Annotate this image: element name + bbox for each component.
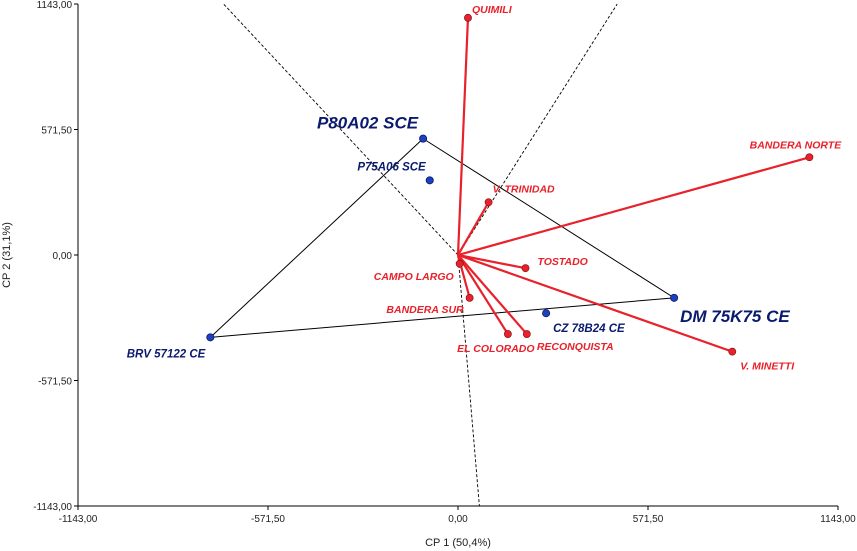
environment-point xyxy=(484,198,493,207)
genotype-point xyxy=(670,293,679,302)
labels-layer: QUIMILI BANDERA NORTE V. TRINIDAD TOSTADO CA… xyxy=(127,4,843,373)
convex-hull-polygon xyxy=(208,137,676,338)
environment-vector xyxy=(457,254,509,335)
environment-point xyxy=(464,13,472,22)
genotype-point xyxy=(206,333,215,342)
genotype-label: BRV 57122 CE xyxy=(127,348,206,360)
x-tick-label: -1143,00 xyxy=(59,514,98,525)
environment-label: V. MINETTI xyxy=(740,361,795,373)
x-tick-label: -571,50 xyxy=(251,514,285,525)
sector-ray xyxy=(223,3,459,256)
environment-vector xyxy=(457,253,733,353)
y-tick-label: -1143,00 xyxy=(33,502,72,513)
sector-ray xyxy=(457,3,618,256)
genotype-label: CZ 78B24 CE xyxy=(553,323,625,335)
environment-vector xyxy=(457,253,526,270)
axes-layer: -1143,00 -571,50 0,00 571,50 1143,00 -1143,00… xyxy=(33,0,856,525)
environment-vector xyxy=(457,201,490,256)
sector-ray xyxy=(457,254,480,507)
environment-label: RECONQUISTA xyxy=(537,341,614,353)
y-tick-label: -571,50 xyxy=(38,377,72,388)
environment-vector xyxy=(457,254,528,335)
environment-label: V. TRINIDAD xyxy=(493,183,555,195)
environment-label: TOSTADO xyxy=(537,256,587,268)
environment-point xyxy=(503,330,512,338)
x-tick-label: 0,00 xyxy=(448,514,468,525)
environment-point xyxy=(522,330,531,338)
genotype-point xyxy=(542,309,551,318)
environment-label: EL COLORADO xyxy=(457,343,534,355)
x-axis-title: CP 1 (50,4%) xyxy=(425,537,491,549)
environment-point xyxy=(455,259,464,268)
points-layer xyxy=(206,13,814,356)
genotype-label: P80A02 SCE xyxy=(317,114,419,133)
genotype-point xyxy=(419,134,428,143)
environment-point xyxy=(805,153,814,162)
environment-label: BANDERA NORTE xyxy=(750,139,843,151)
genotype-label: DM 75K75 CE xyxy=(680,307,790,326)
environment-label: CAMPO LARGO xyxy=(374,271,454,283)
environment-label: QUIMILI xyxy=(472,4,513,16)
x-tick-label: 571,50 xyxy=(633,514,664,525)
y-tick-label: 1143,00 xyxy=(37,0,73,11)
environment-point xyxy=(521,264,530,273)
y-axis-title: CP 2 (31,1%) xyxy=(1,222,13,288)
genotype-point xyxy=(425,176,434,185)
environment-point xyxy=(465,293,474,302)
y-tick-label: 571,50 xyxy=(41,126,72,137)
environment-vector xyxy=(456,17,470,256)
environment-point xyxy=(728,347,737,356)
y-tick-label: 0,00 xyxy=(53,251,73,262)
environment-vector xyxy=(457,156,810,257)
genotype-label: P75A06 SCE xyxy=(357,161,426,173)
x-tick-label: 1143,00 xyxy=(820,514,856,525)
environment-label: BANDERA SUR xyxy=(386,304,464,316)
lines-layer xyxy=(208,3,810,507)
